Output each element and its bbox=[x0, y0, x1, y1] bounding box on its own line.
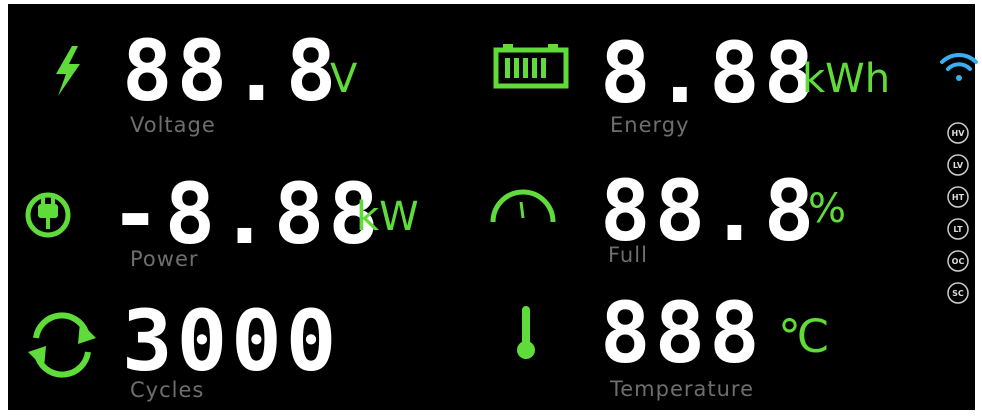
status-label: HT bbox=[952, 193, 965, 202]
status-ring bbox=[947, 186, 969, 208]
energy-value: 8.88 bbox=[600, 24, 818, 122]
thermometer-icon bbox=[517, 306, 535, 359]
voltage-unit: V bbox=[330, 56, 358, 102]
status-ring bbox=[947, 218, 969, 240]
temperature-value: 888 bbox=[600, 284, 764, 382]
status-indicators: HV LV HT LT OC SC bbox=[947, 122, 969, 304]
status-label: OC bbox=[952, 257, 965, 266]
cycles-value: 3000 bbox=[122, 292, 340, 390]
energy-icon bbox=[493, 44, 569, 89]
power-value: -8.88 bbox=[110, 165, 383, 263]
status-label: LT bbox=[953, 225, 963, 234]
energy-label: Energy bbox=[610, 113, 690, 137]
wifi-icon bbox=[940, 52, 978, 81]
power-label: Power bbox=[130, 247, 199, 271]
gauge-icon bbox=[490, 189, 556, 223]
status-ring bbox=[947, 154, 969, 176]
status-ring bbox=[947, 122, 969, 144]
status-ring bbox=[947, 282, 969, 304]
status-label: LV bbox=[953, 161, 964, 170]
power-unit: kW bbox=[356, 194, 419, 240]
voltage-icon bbox=[56, 46, 80, 96]
cycles-label: Cycles bbox=[130, 378, 204, 402]
full-label: Full bbox=[608, 243, 648, 267]
status-label: HV bbox=[952, 129, 966, 138]
full-value: 88.8 bbox=[600, 162, 818, 260]
temperature-unit: ℃ bbox=[778, 311, 830, 362]
power-icon bbox=[25, 192, 71, 238]
full-unit: % bbox=[808, 186, 846, 232]
cycles-icon bbox=[28, 312, 96, 378]
voltage-label: Voltage bbox=[130, 113, 216, 137]
voltage-value: 88.8 bbox=[122, 22, 340, 120]
status-label: SC bbox=[952, 289, 964, 298]
status-ring bbox=[947, 250, 969, 272]
panel bbox=[8, 4, 975, 410]
temperature-label: Temperature bbox=[609, 377, 754, 401]
energy-unit: kWh bbox=[802, 56, 890, 102]
